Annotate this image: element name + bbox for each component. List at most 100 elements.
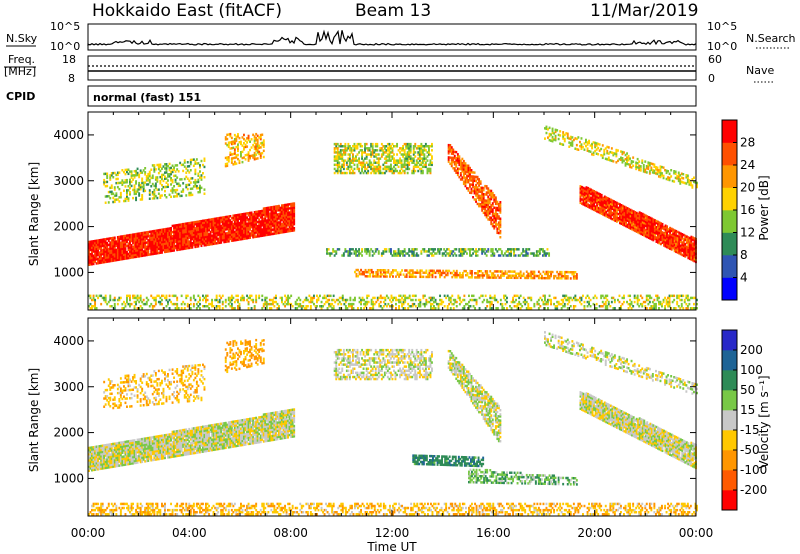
scatter-cell xyxy=(164,240,166,243)
scatter-cell xyxy=(666,227,669,230)
scatter-cell xyxy=(176,228,179,231)
scatter-cell xyxy=(462,248,465,251)
scatter-cell xyxy=(649,229,652,232)
scatter-cell xyxy=(249,213,252,217)
scatter-cell xyxy=(615,209,618,213)
scatter-cell xyxy=(657,222,659,226)
scatter-cell xyxy=(293,202,296,205)
scatter-cell xyxy=(151,246,154,250)
scatter-cell xyxy=(176,236,179,239)
scatter-cell xyxy=(188,183,191,187)
scatter-cell xyxy=(138,194,141,197)
scatter-cell xyxy=(397,252,400,255)
scatter-cell xyxy=(224,142,227,145)
scatter-cell xyxy=(562,133,565,136)
scatter-cell xyxy=(674,176,677,180)
scatter-cell xyxy=(648,172,651,175)
scatter-cell xyxy=(95,307,98,310)
scatter-cell xyxy=(522,250,525,253)
scatter-cell xyxy=(206,225,209,228)
scatter-cell xyxy=(672,246,675,250)
scatter-cell xyxy=(660,224,662,227)
scatter-cell xyxy=(535,250,538,253)
scatter-cell xyxy=(141,238,144,241)
scatter-cell xyxy=(456,173,459,177)
scatter-cell xyxy=(164,185,166,189)
scatter-cell xyxy=(282,216,285,219)
scatter-cell xyxy=(212,217,215,221)
scatter-cell xyxy=(144,233,147,236)
scatter-cell xyxy=(472,183,475,187)
scatter-cell xyxy=(148,236,151,240)
scatter-cell xyxy=(500,250,503,253)
scatter-cell xyxy=(118,239,121,243)
scatter-cell xyxy=(336,171,339,175)
scatter-cell xyxy=(282,204,285,207)
scatter-cell xyxy=(655,168,657,171)
scatter-cell xyxy=(203,227,206,231)
scatter-cell xyxy=(661,231,664,234)
scatter-cell xyxy=(473,171,476,174)
scatter-cell xyxy=(273,211,276,215)
scatter-cell xyxy=(270,230,273,234)
scatter-cell xyxy=(338,145,341,148)
scatter-cell xyxy=(191,193,194,197)
scatter-cell xyxy=(682,252,685,255)
scatter-cell xyxy=(397,159,400,162)
scatter-cell xyxy=(121,235,124,238)
scatter-cell xyxy=(365,155,368,158)
scatter-cell xyxy=(230,229,233,232)
scatter-cell xyxy=(347,145,350,148)
scatter-cell xyxy=(484,270,487,273)
scatter-cell xyxy=(112,255,115,258)
scatter-cell xyxy=(174,224,177,227)
scatter-cell xyxy=(477,276,480,279)
scatter-cell xyxy=(145,245,148,249)
scatter-cell xyxy=(200,226,203,229)
scatter-cell xyxy=(670,242,673,245)
scatter-cell xyxy=(464,250,467,253)
scatter-cell xyxy=(88,251,90,254)
scatter-cell xyxy=(533,274,536,278)
scatter-cell xyxy=(211,220,214,223)
scatter-cell xyxy=(162,242,165,246)
scatter-cell xyxy=(200,178,203,181)
scatter-cell xyxy=(170,195,173,199)
scatter-cell xyxy=(638,231,641,235)
scatter-cell xyxy=(390,250,392,253)
scatter-cell xyxy=(364,165,367,169)
scatter-cell xyxy=(370,153,373,156)
scatter-cell xyxy=(88,257,90,260)
scatter-cell xyxy=(188,234,191,237)
scatter-cell xyxy=(150,238,153,242)
scatter-cell xyxy=(408,155,411,158)
scatter-cell xyxy=(429,252,432,255)
scatter-cell xyxy=(627,163,630,166)
scatter-cell xyxy=(525,274,528,278)
scatter-cell xyxy=(148,189,151,192)
scatter-cell xyxy=(680,180,683,184)
scatter-cell xyxy=(244,154,247,157)
scatter-cell xyxy=(258,218,261,221)
scatter-cell xyxy=(446,269,449,273)
scatter-cell xyxy=(256,229,259,232)
scatter-cell xyxy=(593,192,596,195)
scatter-cell xyxy=(691,178,694,181)
scatter-cell xyxy=(287,211,290,215)
scatter-cell xyxy=(255,227,258,230)
scatter-cell xyxy=(333,149,336,152)
scatter-cell xyxy=(417,254,420,257)
scatter-cell xyxy=(241,160,244,164)
scatter-cell xyxy=(191,223,194,226)
scatter-cell xyxy=(373,165,376,169)
scatter-cell xyxy=(192,227,195,230)
scatter-cell xyxy=(594,190,597,194)
scatter-cell xyxy=(342,254,345,257)
scatter-cell xyxy=(176,164,179,167)
scatter-cell xyxy=(179,229,182,233)
scatter-cell xyxy=(189,193,192,197)
scatter-cell xyxy=(199,226,201,229)
scatter-cell xyxy=(153,197,156,200)
scatter-cell xyxy=(653,235,656,239)
scatter-cell xyxy=(625,224,628,228)
